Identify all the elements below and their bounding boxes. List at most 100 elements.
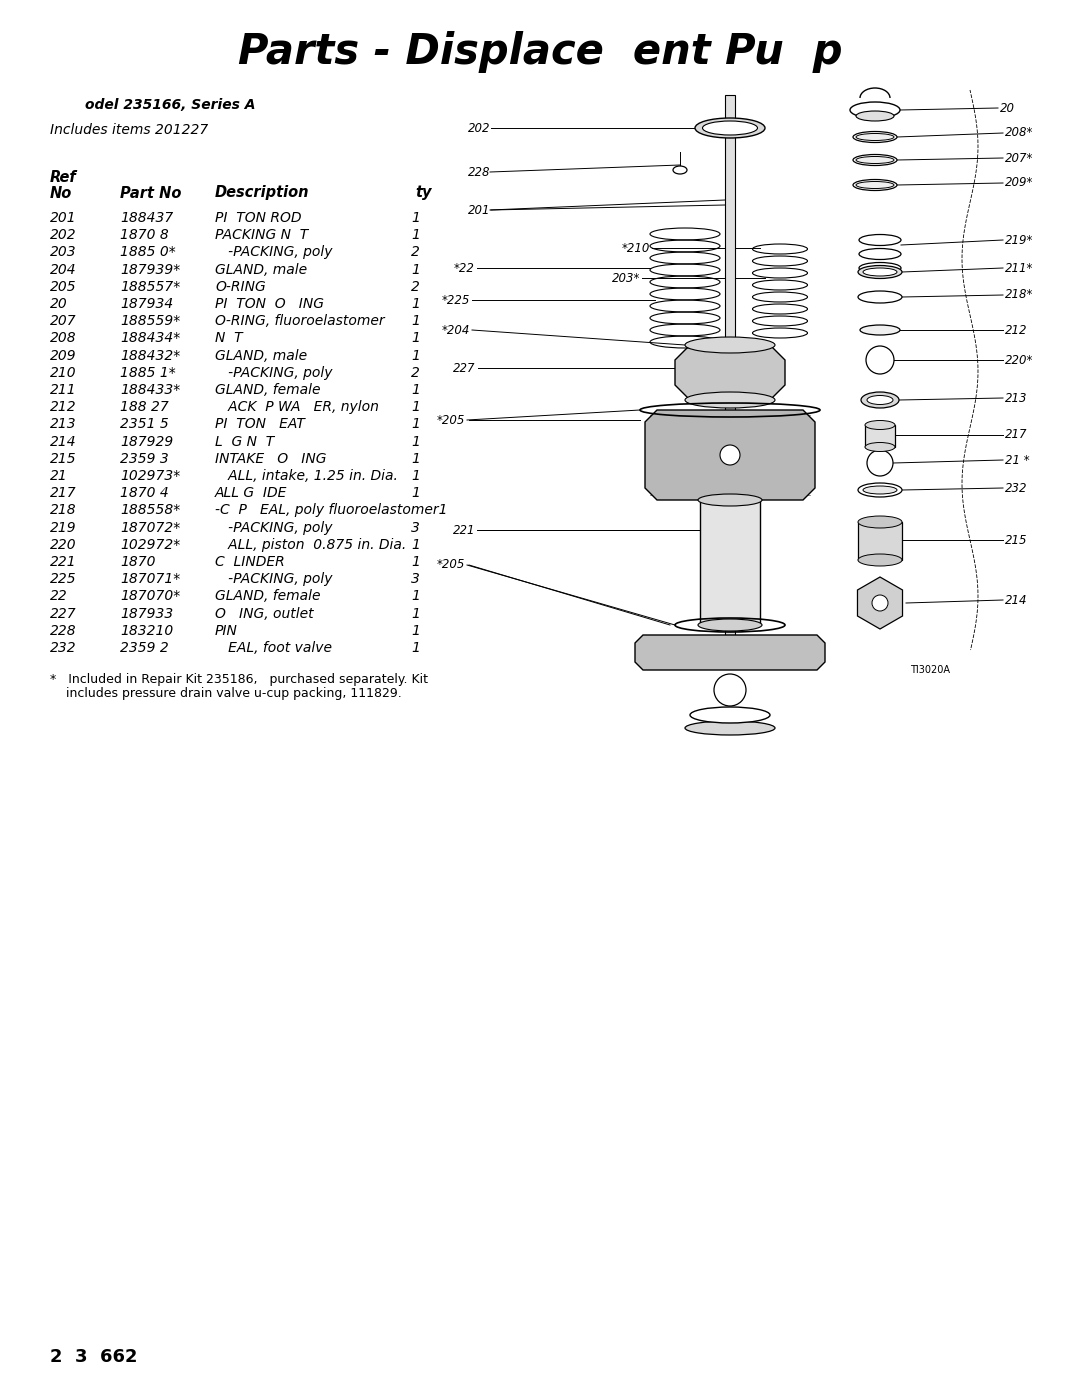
Text: -PACKING, poly: -PACKING, poly xyxy=(215,573,333,587)
Text: 21: 21 xyxy=(50,469,68,483)
Bar xyxy=(700,500,760,624)
Text: -PACKING, poly: -PACKING, poly xyxy=(215,521,333,535)
Text: 212: 212 xyxy=(50,400,77,414)
Text: 213: 213 xyxy=(1005,391,1027,405)
Text: 202: 202 xyxy=(50,228,77,242)
Text: 219: 219 xyxy=(50,521,77,535)
Text: L  G N  T: L G N T xyxy=(215,434,274,448)
Text: No: No xyxy=(50,186,72,201)
Text: GLAND, female: GLAND, female xyxy=(215,590,321,604)
Bar xyxy=(858,522,902,560)
Text: 1: 1 xyxy=(411,383,420,397)
Text: 1: 1 xyxy=(411,331,420,345)
Text: 2  3  662: 2 3 662 xyxy=(50,1348,137,1366)
Text: 210: 210 xyxy=(50,366,77,380)
Bar xyxy=(865,425,895,447)
Text: 227: 227 xyxy=(453,362,475,374)
Text: 188434*: 188434* xyxy=(120,331,180,345)
Text: 1870 8: 1870 8 xyxy=(120,228,168,242)
Text: *22: *22 xyxy=(454,261,475,274)
Text: GLAND, female: GLAND, female xyxy=(215,383,321,397)
Text: 221: 221 xyxy=(50,555,77,569)
Text: O   ING, outlet: O ING, outlet xyxy=(215,606,313,620)
Ellipse shape xyxy=(853,155,897,165)
Text: 207: 207 xyxy=(50,314,77,328)
Ellipse shape xyxy=(702,122,757,136)
Text: -PACKING, poly: -PACKING, poly xyxy=(215,246,333,260)
Ellipse shape xyxy=(863,268,897,277)
Text: 1: 1 xyxy=(411,641,420,655)
Text: 201: 201 xyxy=(50,211,77,225)
Text: Part No: Part No xyxy=(120,186,181,201)
Text: 1: 1 xyxy=(411,349,420,363)
Ellipse shape xyxy=(867,450,893,476)
Text: 2: 2 xyxy=(411,279,420,293)
Text: 1: 1 xyxy=(411,314,420,328)
Ellipse shape xyxy=(853,131,897,142)
Ellipse shape xyxy=(673,166,687,175)
Text: 1: 1 xyxy=(411,451,420,465)
Text: 22: 22 xyxy=(50,590,68,604)
Ellipse shape xyxy=(698,495,762,506)
Ellipse shape xyxy=(859,263,901,274)
Ellipse shape xyxy=(856,134,894,141)
Text: 2359 2: 2359 2 xyxy=(120,641,168,655)
Text: 187933: 187933 xyxy=(120,606,173,620)
Ellipse shape xyxy=(866,346,894,374)
Text: PI  TON  O   ING: PI TON O ING xyxy=(215,298,324,312)
Text: 1: 1 xyxy=(411,486,420,500)
Text: PIN: PIN xyxy=(215,624,238,638)
Text: Includes items 201227: Includes items 201227 xyxy=(50,123,208,137)
Text: 217: 217 xyxy=(50,486,77,500)
Text: 204: 204 xyxy=(50,263,77,277)
Text: ACK  P WA   ER, nylon: ACK P WA ER, nylon xyxy=(215,400,379,414)
Text: 102973*: 102973* xyxy=(120,469,180,483)
Text: 211: 211 xyxy=(50,383,77,397)
Text: 187934: 187934 xyxy=(120,298,173,312)
Text: *205: *205 xyxy=(436,414,465,426)
Text: 214: 214 xyxy=(50,434,77,448)
Ellipse shape xyxy=(867,395,893,405)
Text: 207*: 207* xyxy=(1005,151,1034,165)
Text: 203: 203 xyxy=(50,246,77,260)
Text: 188433*: 188433* xyxy=(120,383,180,397)
Ellipse shape xyxy=(858,483,902,497)
Ellipse shape xyxy=(865,420,895,429)
Text: 1: 1 xyxy=(411,538,420,552)
Polygon shape xyxy=(635,636,825,671)
Ellipse shape xyxy=(865,443,895,451)
Text: 187072*: 187072* xyxy=(120,521,180,535)
Text: 187939*: 187939* xyxy=(120,263,180,277)
Polygon shape xyxy=(858,577,903,629)
Text: 1: 1 xyxy=(411,606,420,620)
Text: 214: 214 xyxy=(1005,594,1027,606)
Ellipse shape xyxy=(858,291,902,303)
Ellipse shape xyxy=(685,337,775,353)
Text: odel 235166, Series A: odel 235166, Series A xyxy=(85,98,256,112)
Text: 209*: 209* xyxy=(1005,176,1034,190)
Text: 1: 1 xyxy=(411,555,420,569)
Text: 1885 1*: 1885 1* xyxy=(120,366,176,380)
Ellipse shape xyxy=(850,102,900,117)
Ellipse shape xyxy=(856,156,894,163)
Text: *210: *210 xyxy=(622,242,650,254)
Ellipse shape xyxy=(856,110,894,122)
Text: *   Included in Repair Kit 235186,   purchased separately. Kit: * Included in Repair Kit 235186, purchas… xyxy=(50,673,428,686)
Text: 1885 0*: 1885 0* xyxy=(120,246,176,260)
Text: 188 27: 188 27 xyxy=(120,400,168,414)
Text: -C  P   EAL, poly fluoroelastomer1: -C P EAL, poly fluoroelastomer1 xyxy=(215,503,447,517)
Text: *225: *225 xyxy=(442,293,470,306)
Text: PI  TON   EAT: PI TON EAT xyxy=(215,418,305,432)
Text: 215: 215 xyxy=(1005,534,1027,546)
Text: 203*: 203* xyxy=(611,271,640,285)
Text: 225: 225 xyxy=(50,573,77,587)
Text: *204: *204 xyxy=(442,324,470,337)
Text: N  T: N T xyxy=(215,331,243,345)
Text: 20: 20 xyxy=(50,298,68,312)
Text: 188432*: 188432* xyxy=(120,349,180,363)
Text: Ref: Ref xyxy=(50,170,77,186)
Text: 187070*: 187070* xyxy=(120,590,180,604)
Text: 188558*: 188558* xyxy=(120,503,180,517)
Text: 205: 205 xyxy=(50,279,77,293)
Text: 21 *: 21 * xyxy=(1005,454,1029,467)
